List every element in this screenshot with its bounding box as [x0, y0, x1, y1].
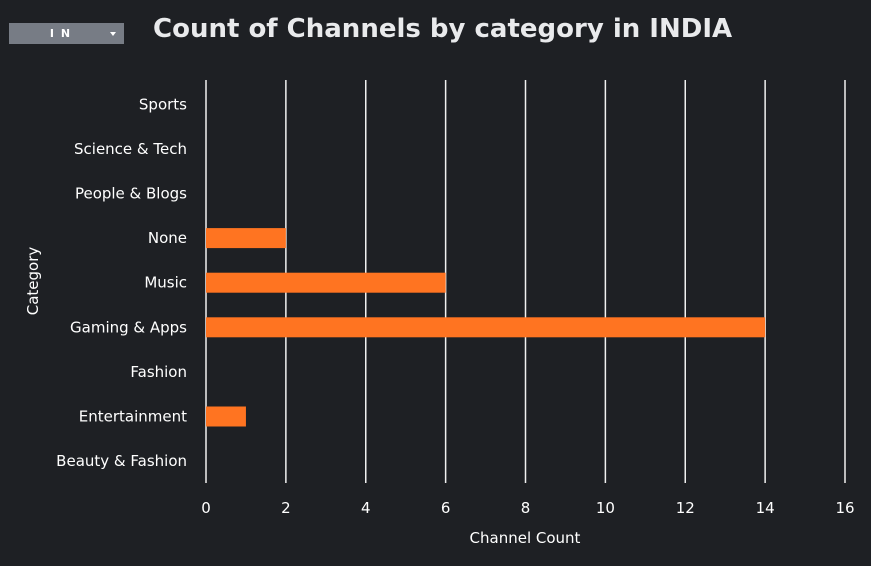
- chevron-down-icon: [110, 31, 116, 36]
- y-tick-label: Beauty & Fashion: [56, 452, 187, 470]
- chart-title: Count of Channels by category in INDIA: [153, 14, 733, 44]
- y-tick-label: Sports: [139, 95, 187, 113]
- x-tick-label: 14: [756, 499, 775, 517]
- bar: [206, 406, 246, 427]
- y-tick-label: Music: [144, 274, 187, 292]
- country-dropdown[interactable]: IN: [9, 23, 124, 44]
- y-tick-label: Fashion: [130, 363, 187, 381]
- y-axis-title: Category: [24, 247, 42, 316]
- x-tick-label: 12: [676, 499, 695, 517]
- y-tick-label: Entertainment: [79, 408, 187, 426]
- x-tick-label: 10: [596, 499, 615, 517]
- bar: [206, 228, 286, 249]
- bar: [206, 317, 766, 338]
- x-axis-title: Channel Count: [470, 529, 581, 547]
- y-tick-label: None: [148, 229, 187, 247]
- country-dropdown-value: IN: [49, 27, 78, 40]
- x-tick-label: 2: [281, 499, 291, 517]
- bars: [206, 228, 766, 427]
- y-tick-labels: Sports Science & Tech People & Blogs None Mu…: [56, 95, 187, 470]
- x-tick-label: 8: [521, 499, 531, 517]
- y-tick-label: People & Blogs: [75, 185, 187, 203]
- x-tick-labels: 0 2 4 6 8 10 12 14 16: [201, 499, 854, 517]
- x-tick-label: 4: [361, 499, 371, 517]
- bar: [206, 272, 446, 293]
- y-tick-label: Science & Tech: [74, 140, 187, 158]
- y-tick-label: Gaming & Apps: [70, 318, 187, 336]
- x-tick-label: 6: [441, 499, 451, 517]
- x-tick-label: 16: [835, 499, 854, 517]
- x-tick-label: 0: [201, 499, 211, 517]
